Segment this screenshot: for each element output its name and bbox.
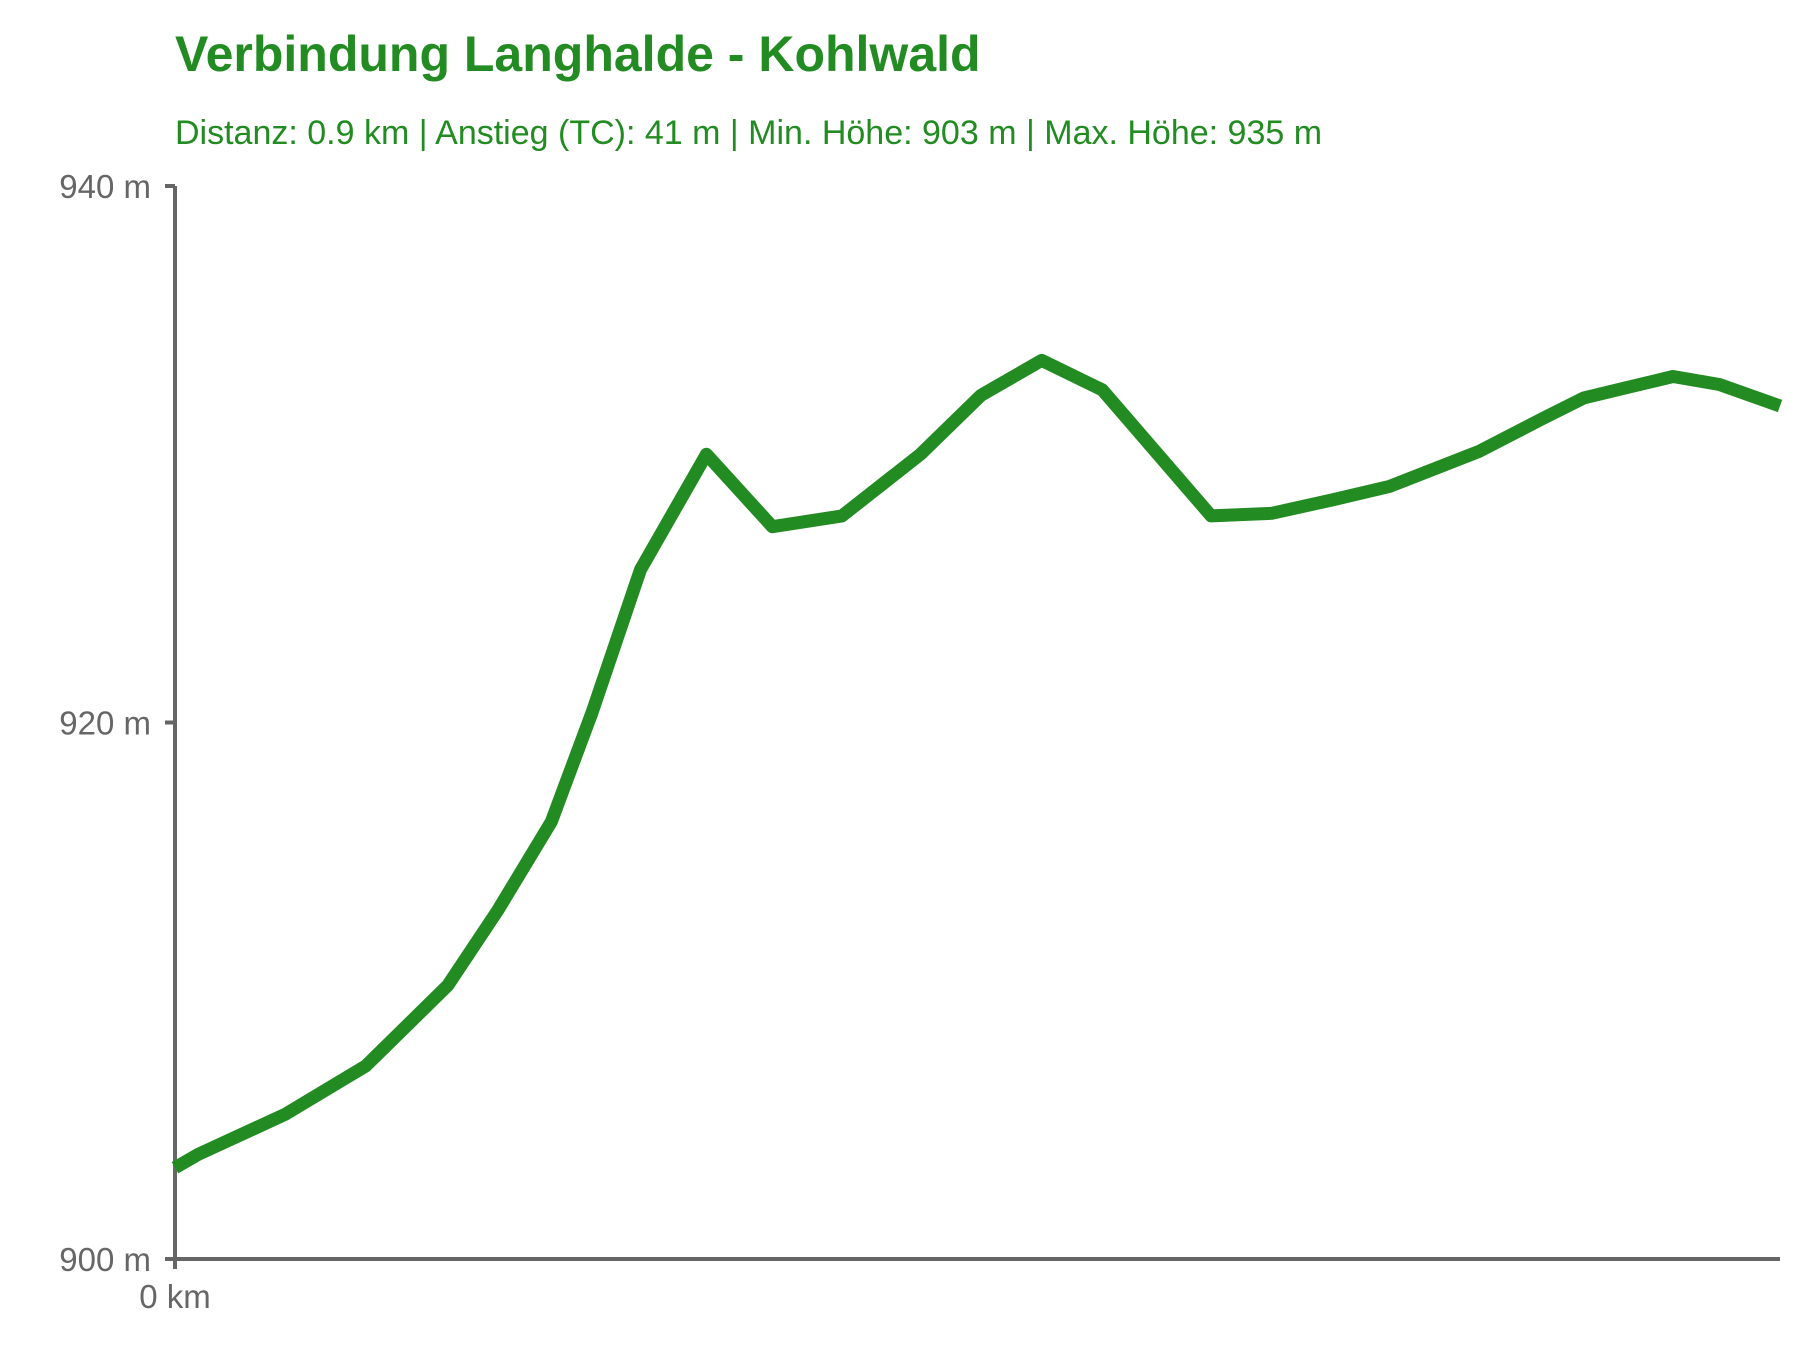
axes: [165, 184, 1780, 1269]
series: [171, 353, 1783, 1174]
tick-labels: 900 m 920 m 940 m 0 km: [59, 168, 210, 1315]
elevation-line: [171, 353, 1783, 1174]
y-tick-label: 900 m: [59, 1241, 151, 1278]
y-tick-label: 920 m: [59, 705, 151, 742]
y-tick-label: 940 m: [59, 168, 151, 205]
chart-title: Verbindung Langhalde - Kohlwald: [175, 26, 981, 82]
x-tick-label: 0 km: [139, 1278, 211, 1315]
chart-subtitle: Distanz: 0.9 km | Anstieg (TC): 41 m | M…: [175, 114, 1322, 152]
